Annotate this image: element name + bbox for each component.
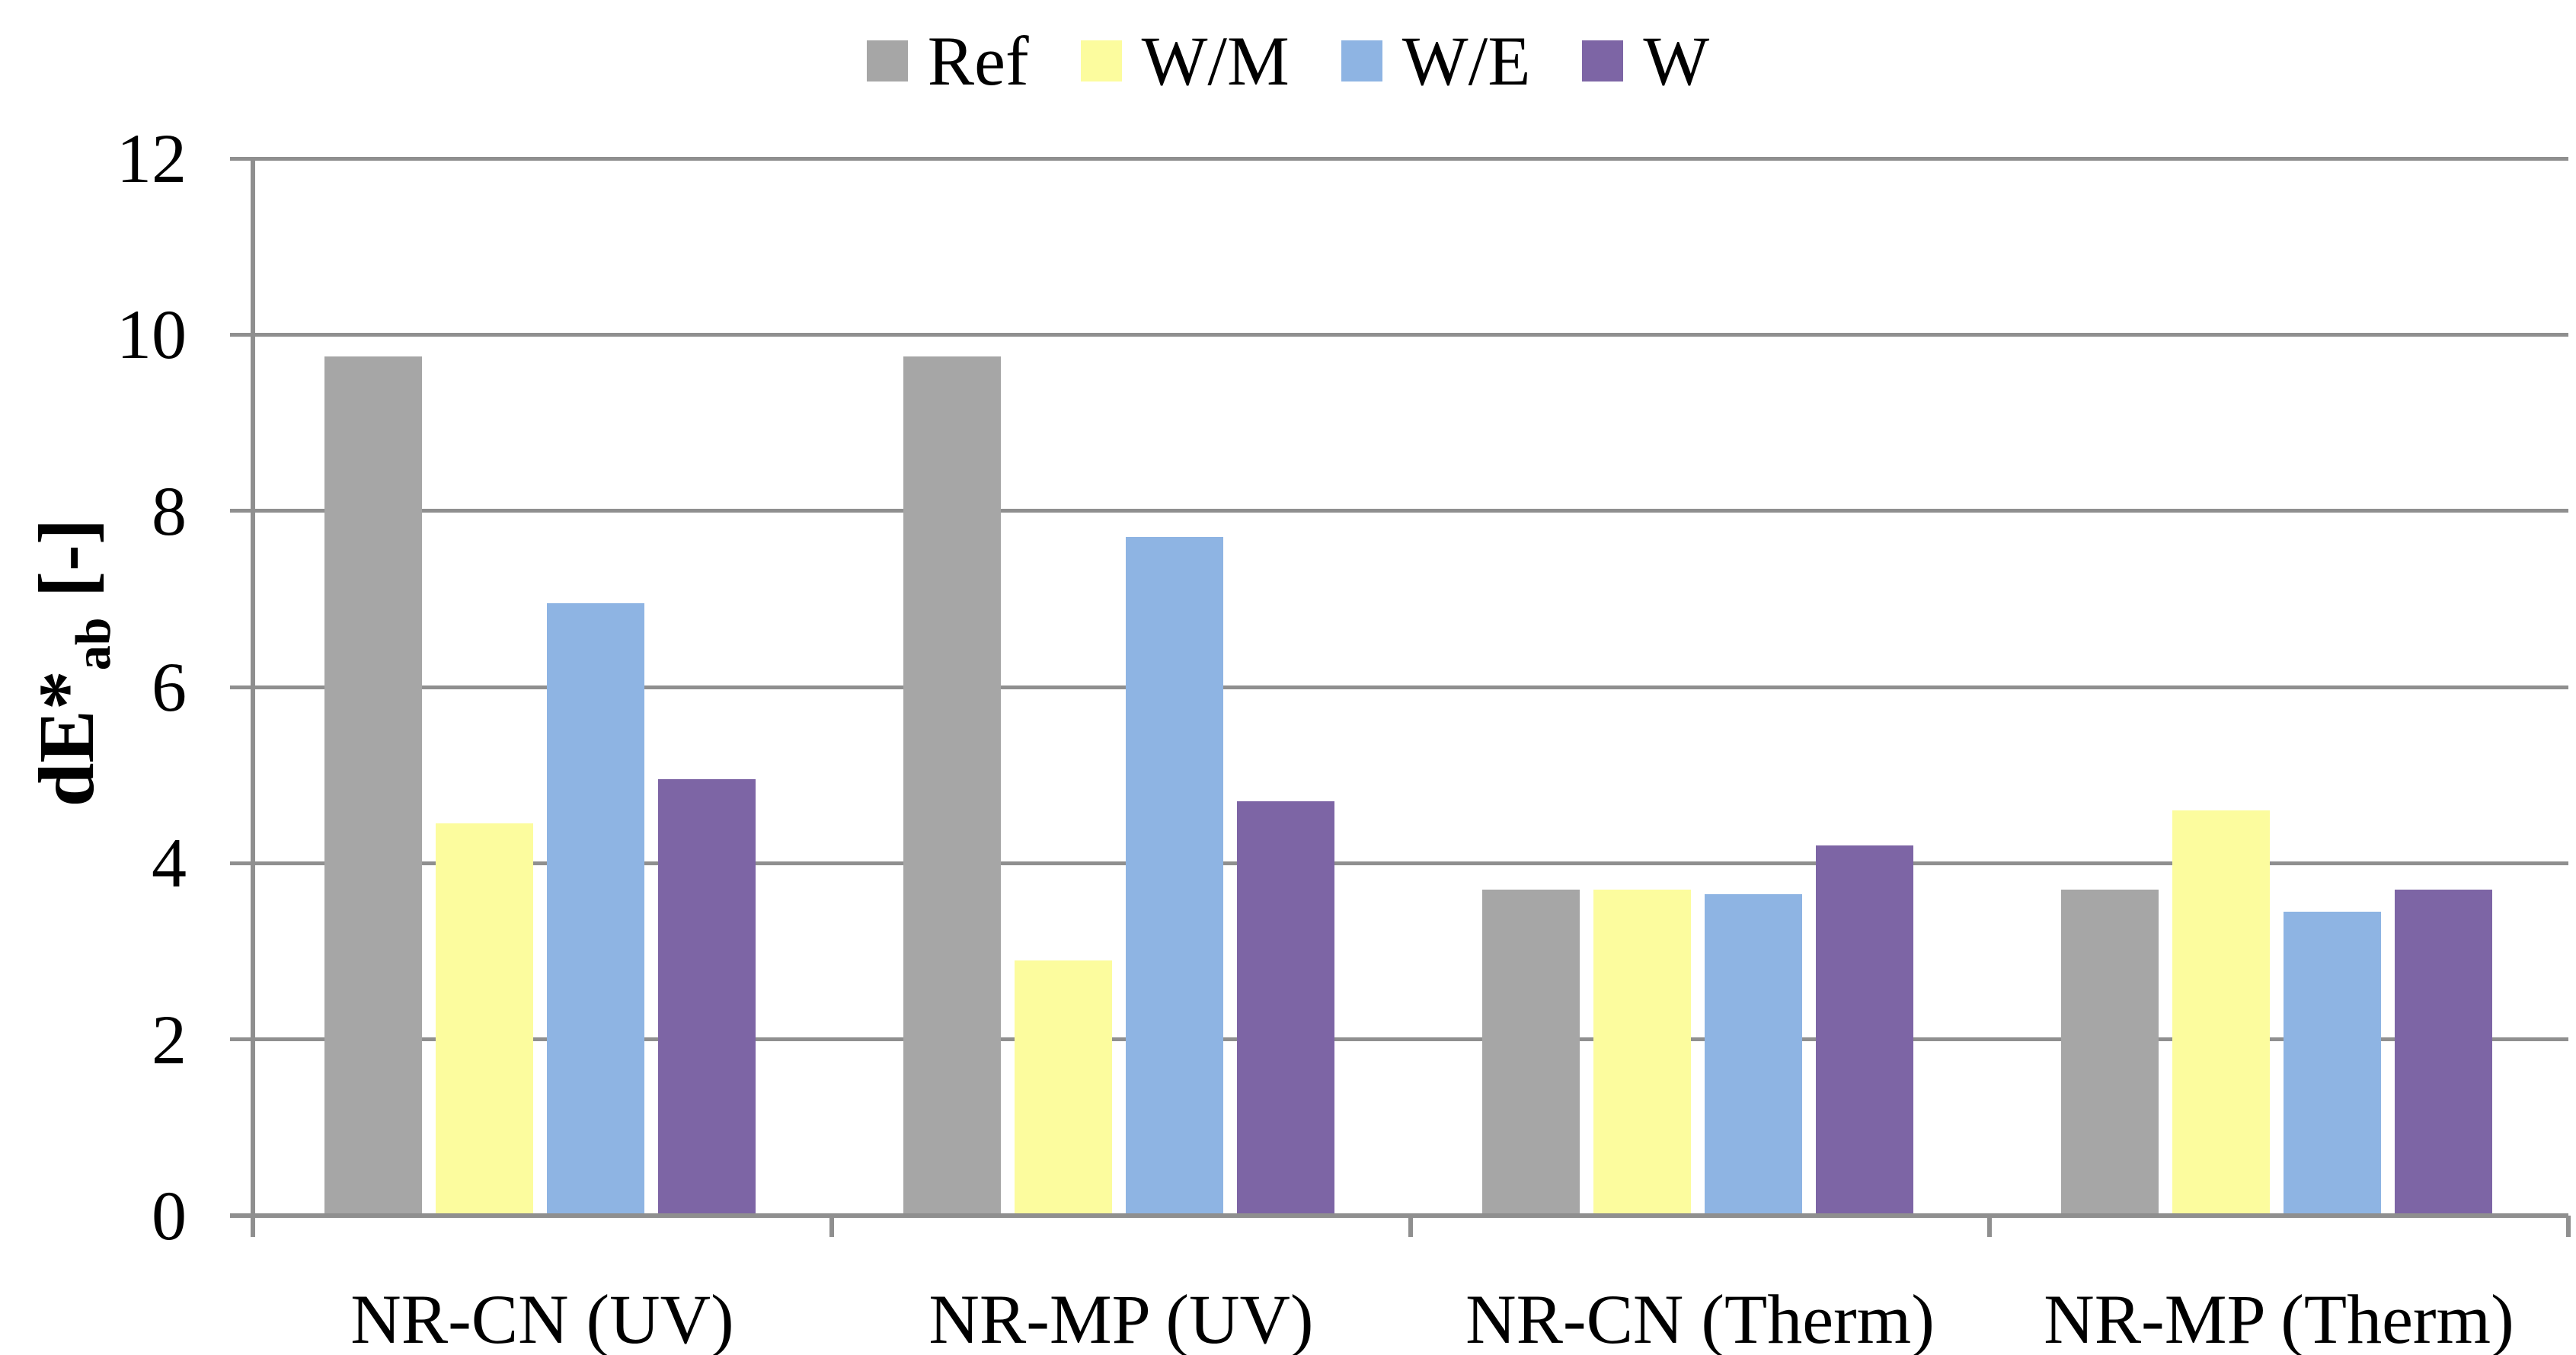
x-axis-tick-2 [1408, 1216, 1413, 1237]
legend-item-w: W [1582, 26, 1709, 96]
bar-w-e-nr-mp-uv [1126, 537, 1223, 1216]
gridline-y-12 [230, 157, 2568, 161]
y-tick-label-2: 2 [152, 1001, 187, 1079]
bar-w-nr-cn-therm [1816, 845, 1913, 1216]
bar-w-m-nr-cn-therm [1593, 890, 1691, 1216]
bar-w-e-nr-cn-uv [547, 603, 644, 1216]
legend-label-wm: W/M [1141, 22, 1290, 100]
y-tick-label-0: 0 [152, 1177, 187, 1254]
bar-w-m-nr-mp-therm [2172, 810, 2270, 1216]
bar-w-m-nr-mp-uv [1015, 960, 1112, 1216]
y-tick-label-8: 8 [152, 472, 187, 550]
bar-ref-nr-cn-uv [324, 356, 422, 1216]
y-tick-label-4: 4 [152, 824, 187, 902]
bar-ref-nr-mp-therm [2061, 890, 2159, 1216]
legend-swatch-we [1341, 40, 1382, 81]
bar-w-nr-mp-therm [2395, 890, 2492, 1216]
legend-swatch-w [1582, 40, 1624, 81]
legend-item-wm: W/M [1080, 22, 1290, 100]
gridline-y-2 [230, 1037, 2568, 1041]
chart-legend: Ref W/M W/E W [0, 26, 2576, 96]
bar-w-e-nr-mp-therm [2284, 912, 2381, 1216]
x-axis-tick-1 [829, 1216, 834, 1237]
legend-label-we: W/E [1401, 22, 1531, 100]
legend-swatch-ref [866, 40, 908, 81]
gridline-y-10 [230, 333, 2568, 337]
bar-w-e-nr-cn-therm [1705, 894, 1802, 1216]
legend-label-ref: Ref [927, 22, 1029, 100]
legend-item-we: W/E [1341, 22, 1531, 100]
gridline-y-8 [230, 509, 2568, 513]
x-category-label-nr-mp-uv: NR-MP (UV) [928, 1280, 1314, 1355]
x-category-label-nr-cn-uv: NR-CN (UV) [350, 1280, 734, 1355]
x-axis-tick-3 [1987, 1216, 1992, 1237]
legend-label-w: W [1643, 22, 1710, 100]
y-tick-label-10: 10 [117, 296, 187, 373]
legend-item-ref: Ref [866, 22, 1029, 100]
gridline-y-6 [230, 685, 2568, 689]
bar-w-nr-cn-uv [658, 779, 756, 1216]
x-category-label-nr-cn-therm: NR-CN (Therm) [1465, 1280, 1935, 1355]
y-tick-label-12: 12 [117, 120, 187, 197]
bar-ref-nr-mp-uv [903, 356, 1001, 1216]
x-axis-line [230, 1213, 2568, 1218]
gridline-y-4 [230, 861, 2568, 865]
bar-w-m-nr-cn-uv [436, 823, 533, 1216]
bar-ref-nr-cn-therm [1482, 890, 1580, 1216]
bar-w-nr-mp-uv [1237, 801, 1334, 1216]
y-tick-label-6: 6 [152, 648, 187, 726]
legend-swatch-wm [1080, 40, 1122, 81]
y-axis-line [251, 157, 255, 1237]
x-category-label-nr-mp-therm: NR-MP (Therm) [2044, 1280, 2514, 1355]
x-axis-tick-4 [2566, 1216, 2571, 1237]
